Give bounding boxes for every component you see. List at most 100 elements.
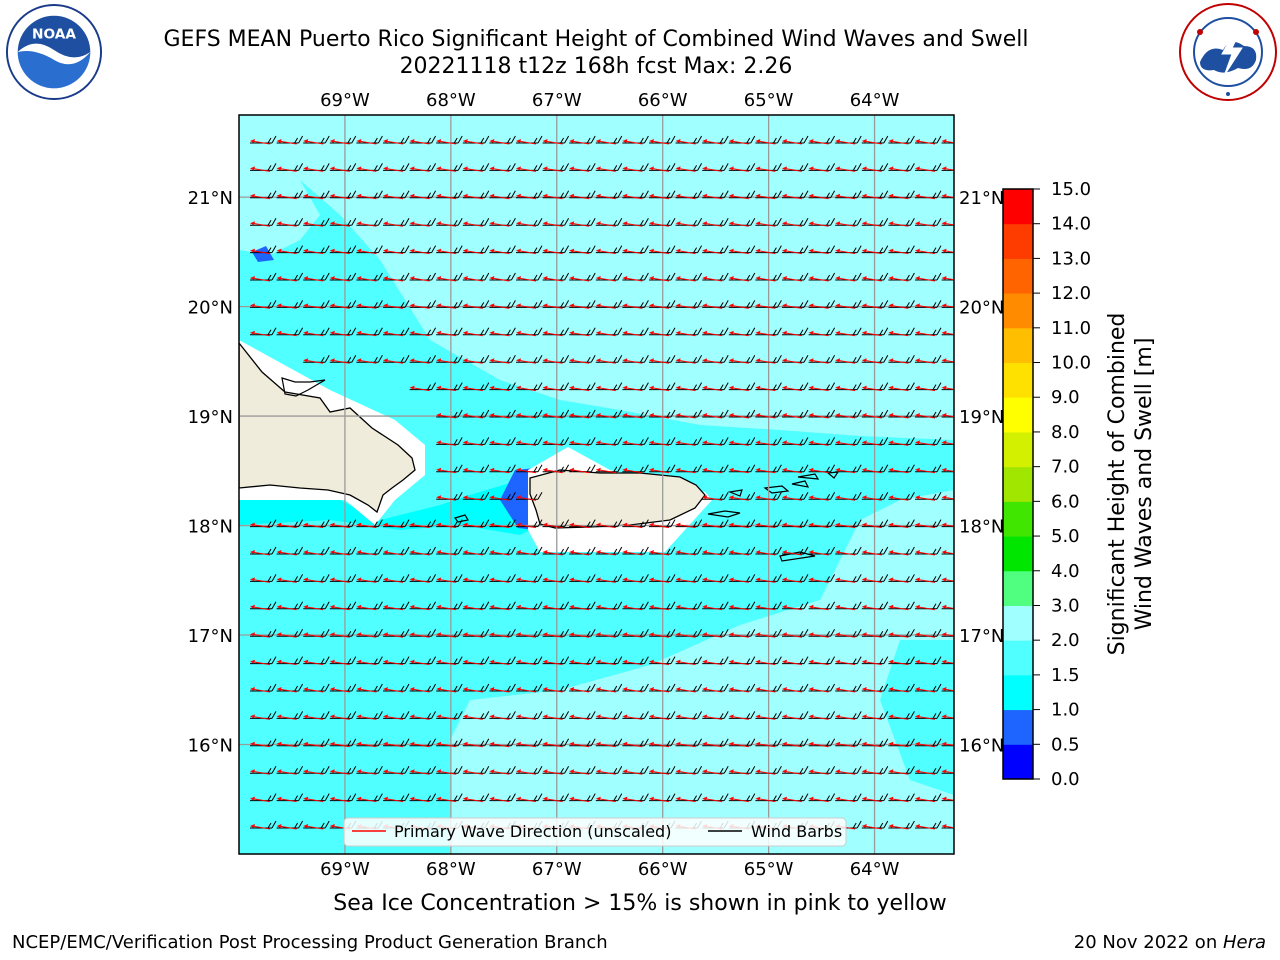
wind-barb — [409, 382, 437, 392]
wind-barb — [782, 135, 809, 145]
wind-barb — [941, 276, 954, 281]
wave-direction-arrow — [943, 743, 954, 747]
wave-direction-arrow — [624, 332, 643, 337]
island-vieques — [707, 510, 741, 518]
wave-direction-arrow — [837, 551, 856, 556]
wave-arrow-head — [383, 303, 388, 308]
wind-barb — [409, 683, 437, 693]
wave-direction-arrow — [358, 140, 377, 145]
wave-arrow-head — [462, 632, 468, 637]
wave-direction-arrow — [677, 688, 696, 693]
wave-arrow-head — [622, 467, 628, 472]
wave-arrow-head — [649, 330, 654, 335]
wave-direction-arrow — [358, 524, 377, 529]
wind-barb — [329, 546, 357, 556]
wave-direction-arrow — [863, 250, 882, 255]
wave-direction-arrow — [704, 140, 723, 145]
wave-direction-arrow — [650, 332, 670, 337]
wind-barb — [542, 272, 570, 282]
wave-arrow-head — [622, 303, 628, 308]
wind-barb — [835, 711, 862, 720]
wind-barb — [675, 546, 703, 556]
wind-barb — [595, 711, 623, 720]
wave-direction-arrow — [278, 688, 297, 693]
wind-barb — [755, 190, 782, 200]
wave-direction-arrow — [384, 743, 404, 748]
wave-arrow-head — [755, 522, 761, 527]
wind-barb — [516, 245, 543, 255]
wave-direction-arrow — [331, 332, 350, 337]
wave-arrow-head — [702, 276, 708, 280]
wave-direction-arrow — [384, 195, 404, 200]
wind-barb — [436, 765, 463, 775]
wave-arrow-head — [808, 632, 814, 637]
wind-barb — [462, 409, 490, 419]
wind-barb — [888, 601, 915, 611]
colorbar-segment — [1003, 223, 1033, 259]
wave-direction-arrow — [305, 578, 324, 583]
wind-barb — [516, 656, 543, 666]
wind-barb — [436, 601, 463, 611]
wave-direction-arrow — [544, 578, 563, 583]
wave-direction-arrow — [890, 551, 909, 556]
wind-barb — [329, 574, 357, 583]
wave-arrow-head — [755, 769, 761, 774]
wave-direction-arrow — [544, 140, 563, 145]
wave-arrow-head — [542, 687, 548, 691]
noaa-logo-text: NOAA — [32, 26, 76, 42]
wind-barb — [276, 574, 304, 583]
wind-barb — [436, 546, 463, 556]
wave-arrow-head — [808, 139, 814, 143]
wave-direction-arrow — [517, 387, 537, 392]
wave-direction-arrow — [837, 250, 856, 255]
wind-barb — [329, 656, 357, 666]
wave-arrow-head — [702, 687, 708, 691]
wave-arrow-head — [542, 741, 548, 746]
wave-arrow-head — [835, 659, 841, 664]
wave-height-band-2-3-south — [450, 490, 954, 854]
wave-arrow-head — [915, 166, 920, 171]
wave-direction-arrow — [837, 332, 856, 337]
wind-barb — [861, 765, 889, 775]
wave-arrow-head — [303, 276, 309, 280]
wave-direction-arrow — [517, 332, 537, 337]
wave-arrow-head — [888, 248, 894, 253]
wave-direction-arrow — [491, 387, 510, 392]
wind-barb — [356, 793, 383, 803]
wind-barb — [702, 135, 729, 145]
wind-barb — [622, 765, 649, 775]
sea-ice-note: Sea Ice Concentration > 15% is shown in … — [333, 891, 947, 916]
wave-arrow-head — [303, 604, 309, 609]
wind-barb — [728, 437, 756, 446]
wave-direction-arrow — [411, 195, 430, 200]
wave-direction-arrow — [384, 277, 404, 282]
wind-barb — [915, 491, 942, 501]
wave-direction-arrow — [544, 606, 563, 611]
wind-barb — [489, 683, 516, 693]
wave-arrow-head — [489, 659, 495, 664]
wind-barb — [808, 601, 836, 611]
colorbar-segment — [1003, 258, 1033, 294]
wind-barb — [622, 382, 649, 392]
wind-barb — [941, 358, 954, 363]
wind-barb — [276, 300, 304, 309]
wave-direction-arrow — [757, 496, 776, 501]
wave-arrow-head — [383, 166, 388, 171]
wind-barb — [356, 765, 383, 775]
wave-direction-arrow — [517, 304, 537, 309]
wind-barb — [303, 820, 330, 830]
wave-arrow-head — [888, 796, 894, 801]
wind-barb — [409, 628, 437, 638]
wind-barb — [649, 217, 676, 227]
wave-direction-arrow — [464, 250, 483, 255]
wave-direction-arrow — [863, 304, 882, 309]
wave-direction-arrow — [650, 743, 670, 748]
wind-barb — [808, 738, 836, 748]
wave-direction-arrow — [544, 441, 563, 446]
wave-direction-arrow — [491, 359, 510, 364]
wind-barb — [595, 574, 623, 583]
wave-arrow-head — [888, 193, 894, 198]
wind-barb — [356, 628, 383, 638]
wave-arrow-head — [702, 632, 708, 637]
wind-barb — [755, 765, 782, 775]
